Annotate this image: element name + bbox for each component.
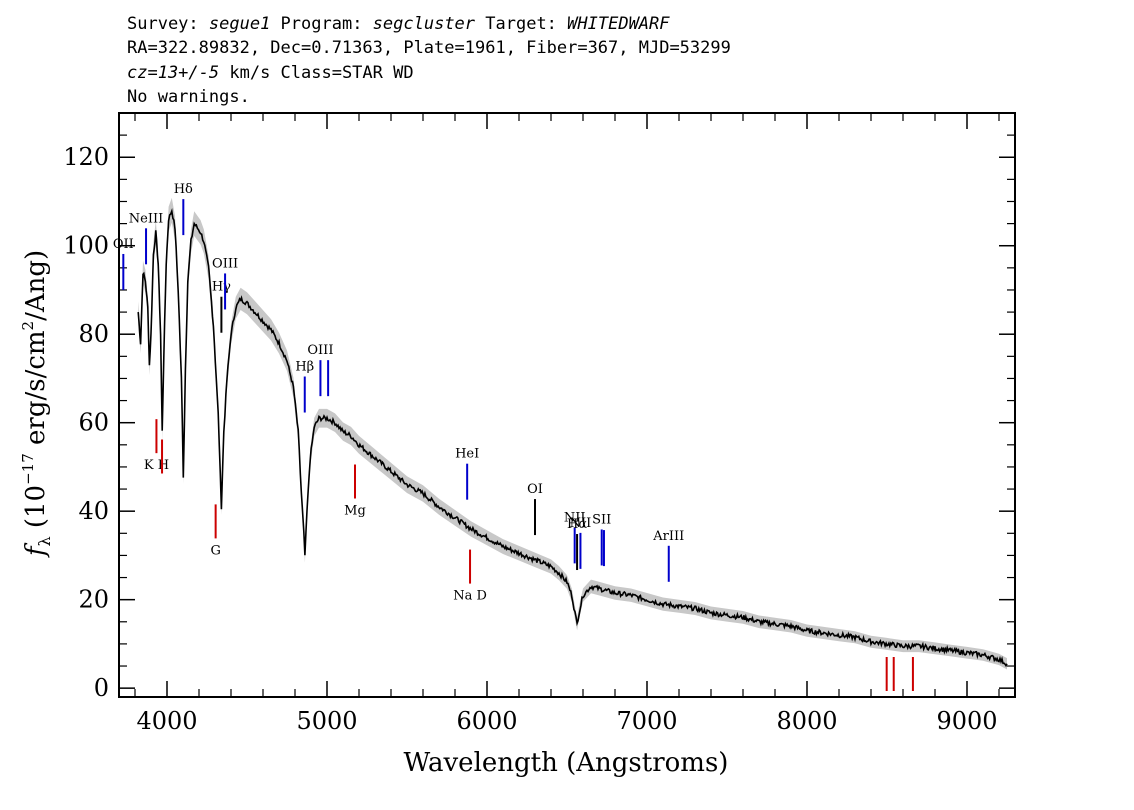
emission-line-label: OII [113,237,134,252]
header-line-1-part-2: Program: [270,14,372,34]
y-axis-title-exponent-1: −17 [19,453,37,485]
emission-line-label: NeIII [129,211,163,226]
absorption-line-label: Mg [344,504,366,519]
emission-line-label: Hβ [295,360,314,375]
header-line-3-part-0: cz=13+/-5 [127,63,219,83]
emission-line-label: OI [527,482,543,497]
header-line-1-part-3: segcluster [373,14,476,34]
absorption-line-label: Na D [453,589,487,604]
header-line-1-part-5: WHITEDWARF [567,14,670,34]
y-tick-label: 120 [63,143,109,171]
emission-line-label: NII [564,510,586,525]
x-tick-label: 8000 [776,707,837,735]
emission-line-label: OIII [307,343,333,358]
emission-line-label: Hα [567,517,587,532]
emission-line-label: Hγ [212,280,231,295]
y-tick-label: 80 [78,320,109,348]
header-line-2: RA=322.89832, Dec=0.71363, Plate=1961, F… [127,38,731,58]
x-tick-label: 5000 [296,707,357,735]
absorption-line-label: K H [144,458,169,473]
emission-line-label: ArIII [652,529,684,544]
y-tick-label: 0 [94,674,109,702]
y-axis-title-subscript: λ [35,536,54,546]
spectrum-line [137,207,1008,668]
x-tick-label: 6000 [456,707,517,735]
header-line-1-part-0: Survey: [127,14,209,34]
header-line-1-part-4: Target: [475,14,567,34]
y-axis-title-part-1: (10 [21,485,51,537]
header-line-3-part-1: km/s Class=STAR WD [219,63,413,83]
header-line-1: Survey: segue1 Program: segcluster Targe… [127,14,670,34]
absorption-line-label: G [210,543,220,558]
y-tick-label: 60 [78,409,109,437]
emission-line-label: Hδ [174,182,193,197]
x-axis-title: Wavelength (Angstroms) [404,748,729,778]
emission-line-label: OIII [212,256,238,271]
emission-line-label: SII [592,512,611,527]
y-tick-label: 20 [78,586,109,614]
y-axis-title-exponent-2: 2 [19,321,37,331]
spectrum-header: Survey: segue1 Program: segcluster Targe… [127,14,731,107]
emission-line-label: HeI [455,447,479,462]
y-axis-title: fλ (10−17 erg/s/cm2/Ang) [19,250,54,558]
x-tick-label: 9000 [936,707,997,735]
header-line-3: cz=13+/-5 km/s Class=STAR WD [127,63,414,83]
plot-frame [118,112,1016,698]
header-line-1-part-1: segue1 [209,14,270,34]
y-axis-title-part-3: /Ang) [21,250,51,321]
emission-line-label: NII [570,516,592,531]
y-tick-label: 100 [63,232,109,260]
plot-area: 4000 5000 6000 7000 8000 9000 0 20 40 60 80 100 120 O… [63,112,1016,735]
x-tick-label: 4000 [136,707,197,735]
y-tick-label: 40 [78,497,109,525]
x-tick-label: 7000 [616,707,677,735]
y-axis-title-part-2: erg/s/cm [21,330,51,453]
header-line-4: No warnings. [127,87,250,107]
